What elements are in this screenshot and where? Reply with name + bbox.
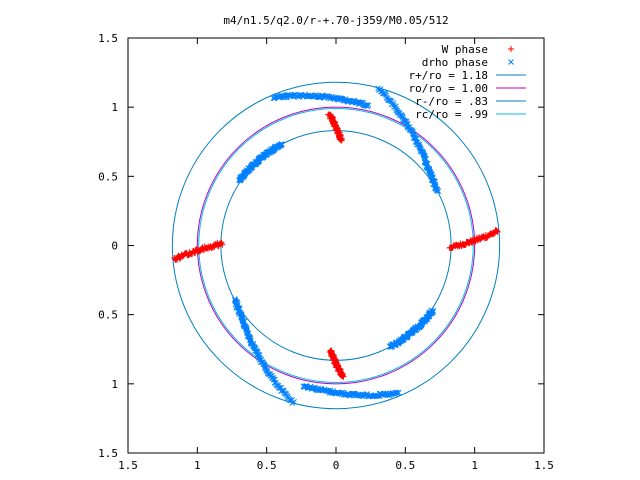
drho-phase-point bbox=[508, 59, 514, 65]
legend-label: drho phase bbox=[422, 56, 488, 69]
w-phase-point bbox=[199, 244, 206, 251]
y-tick-label: 1 bbox=[111, 378, 118, 391]
y-tick-label: 0.5 bbox=[98, 170, 118, 183]
x-tick-label: 1 bbox=[194, 459, 201, 472]
drho-phase-point bbox=[430, 308, 437, 314]
x-tick-label: 1 bbox=[471, 459, 478, 472]
legend-label: r+/ro = 1.18 bbox=[409, 69, 488, 82]
chart-title: m4/n1.5/q2.0/r-+.70-j359/M0.05/512 bbox=[223, 14, 448, 27]
legend-label: rc/ro = .99 bbox=[415, 108, 488, 121]
w-phase-point bbox=[508, 46, 514, 52]
drho-phase-point bbox=[270, 376, 277, 383]
x-tick-label: 0.5 bbox=[257, 459, 277, 472]
w-phase-point bbox=[217, 239, 224, 246]
w-phase-point bbox=[212, 241, 219, 248]
y-tick-label: 0.5 bbox=[98, 309, 118, 322]
drho-phase-point bbox=[270, 95, 277, 102]
drho-phase-point bbox=[276, 385, 283, 391]
w-phase-point bbox=[494, 228, 501, 235]
drho-phase-point bbox=[236, 177, 243, 184]
drho-phase-point bbox=[287, 397, 294, 404]
w-phase-point bbox=[186, 249, 193, 256]
x-tick-label: 0 bbox=[333, 459, 340, 472]
y-tick-label: 1.5 bbox=[98, 32, 118, 45]
circle-5 bbox=[198, 108, 474, 383]
circle-2 bbox=[171, 81, 501, 410]
data-series bbox=[171, 85, 501, 406]
w-phase-point bbox=[469, 239, 476, 246]
x-tick-label: 0.5 bbox=[395, 459, 415, 472]
w-phase-point bbox=[340, 373, 347, 380]
drho-phase-series bbox=[231, 85, 442, 406]
drho-phase-point bbox=[280, 387, 287, 394]
drho-phase-point bbox=[291, 399, 297, 405]
x-tick-label: 1.5 bbox=[118, 459, 138, 472]
y-tick-label: 1.5 bbox=[98, 447, 118, 460]
y-tick-label: 0 bbox=[111, 240, 118, 253]
drho-phase-point bbox=[283, 391, 290, 397]
circle-3 bbox=[196, 106, 476, 385]
y-tick-label: 1 bbox=[111, 101, 118, 114]
w-phase-point bbox=[171, 254, 178, 261]
drho-phase-point bbox=[237, 177, 244, 184]
w-phase-point bbox=[493, 228, 500, 235]
drho-phase-point bbox=[271, 95, 278, 102]
legend-label: W phase bbox=[442, 43, 488, 56]
drho-phase-point bbox=[395, 389, 402, 396]
x-tick-label: 1.5 bbox=[534, 459, 554, 472]
legend-label: ro/ro = 1.00 bbox=[409, 82, 488, 95]
legend-label: r-/ro = .83 bbox=[415, 95, 488, 108]
w-phase-point bbox=[326, 111, 333, 118]
axes: 1.5 1 0.5 0 0.5 1 1.51.510.500.511.5 bbox=[98, 32, 554, 472]
w-phase-series bbox=[171, 111, 501, 380]
drho-phase-point bbox=[375, 85, 382, 92]
drho-phase-point bbox=[376, 87, 382, 93]
